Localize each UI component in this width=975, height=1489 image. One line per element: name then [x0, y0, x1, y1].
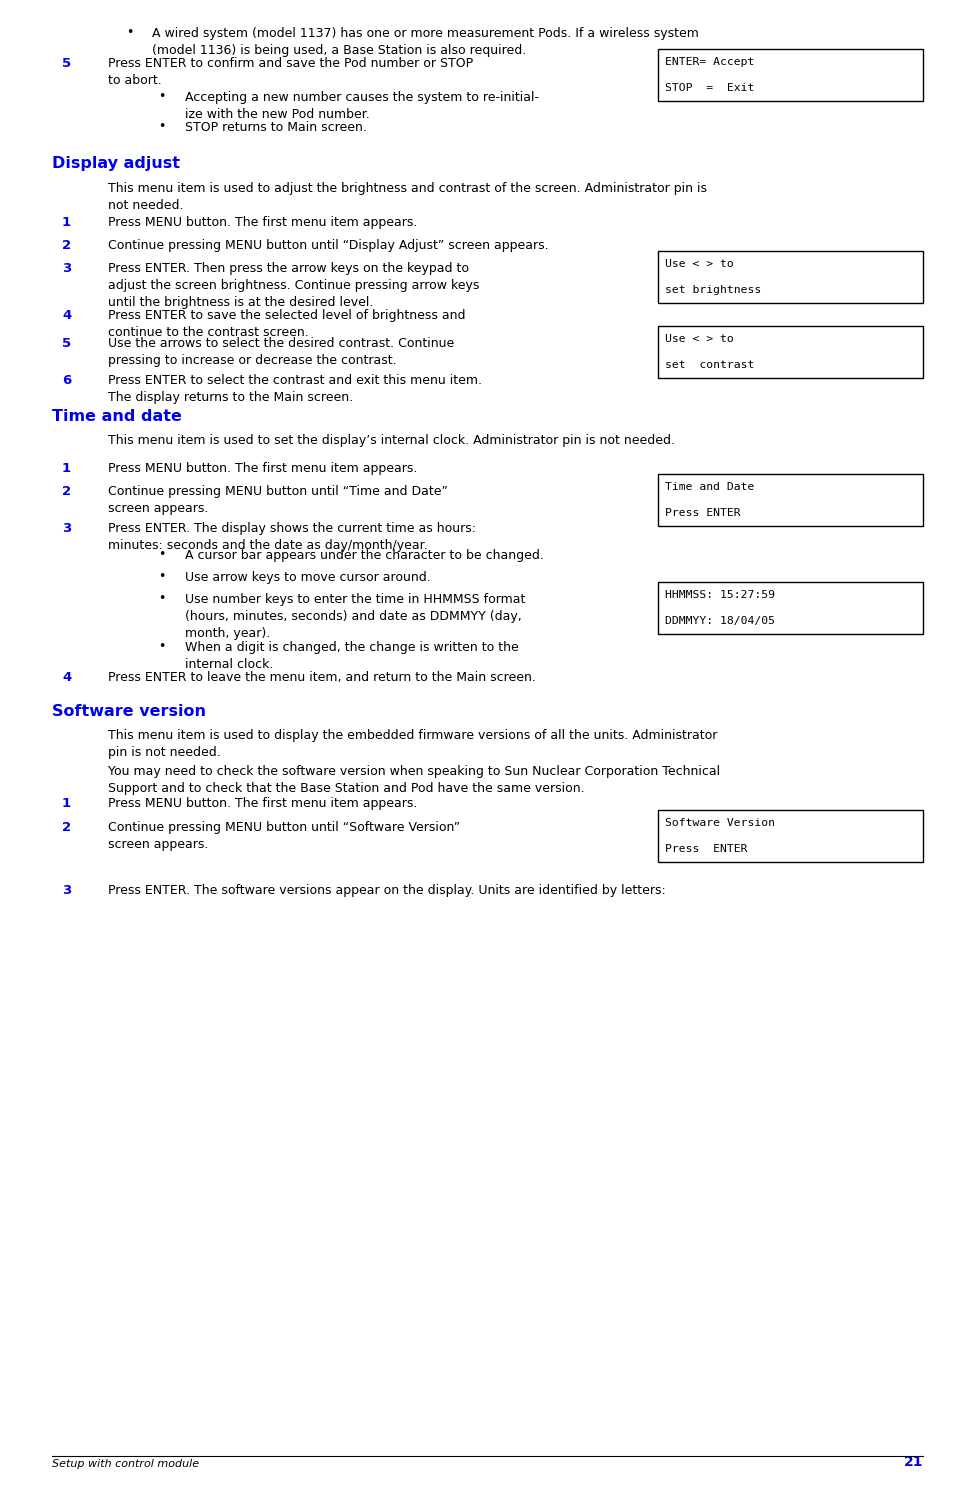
Text: Accepting a new number causes the system to re-initial-
ize with the new Pod num: Accepting a new number causes the system… — [185, 91, 539, 121]
Text: Use number keys to enter the time in HHMMSS format
(hours, minutes, seconds) and: Use number keys to enter the time in HHM… — [185, 593, 526, 640]
Text: Press ENTER. The display shows the current time as hours:
minutes: seconds and t: Press ENTER. The display shows the curre… — [108, 523, 476, 552]
Text: Press ENTER to save the selected level of brightness and
continue to the contras: Press ENTER to save the selected level o… — [108, 310, 465, 339]
Text: 5: 5 — [62, 57, 71, 70]
FancyBboxPatch shape — [658, 49, 923, 101]
Text: 5: 5 — [62, 337, 71, 350]
Text: Use < > to: Use < > to — [665, 334, 734, 344]
Text: Press MENU button. The first menu item appears.: Press MENU button. The first menu item a… — [108, 216, 417, 229]
Text: This menu item is used to set the display’s internal clock. Administrator pin is: This menu item is used to set the displa… — [108, 433, 675, 447]
Text: A wired system (model 1137) has one or more measurement Pods. If a wireless syst: A wired system (model 1137) has one or m… — [152, 27, 699, 57]
Text: Press MENU button. The first menu item appears.: Press MENU button. The first menu item a… — [108, 797, 417, 810]
Text: Time and date: Time and date — [52, 409, 182, 424]
Text: Display adjust: Display adjust — [52, 156, 180, 171]
Text: Press  ENTER: Press ENTER — [665, 844, 748, 855]
Text: 1: 1 — [62, 216, 71, 229]
Text: DDMMYY: 18/04/05: DDMMYY: 18/04/05 — [665, 616, 775, 625]
Text: 3: 3 — [62, 884, 71, 896]
Text: This menu item is used to display the embedded firmware versions of all the unit: This menu item is used to display the em… — [108, 730, 718, 759]
Text: •: • — [158, 121, 166, 133]
Text: Use < > to: Use < > to — [665, 259, 734, 270]
Text: •: • — [158, 89, 166, 103]
Text: •: • — [158, 640, 166, 654]
Text: You may need to check the software version when speaking to Sun Nuclear Corporat: You may need to check the software versi… — [108, 765, 721, 795]
Text: Continue pressing MENU button until “Software Version”
screen appears.: Continue pressing MENU button until “Sof… — [108, 820, 460, 852]
Text: 3: 3 — [62, 262, 71, 275]
Text: Press ENTER: Press ENTER — [665, 508, 741, 518]
FancyBboxPatch shape — [658, 474, 923, 526]
Text: Use arrow keys to move cursor around.: Use arrow keys to move cursor around. — [185, 570, 431, 584]
Text: Press ENTER. The software versions appear on the display. Units are identified b: Press ENTER. The software versions appea… — [108, 884, 666, 896]
Text: Press ENTER. Then press the arrow keys on the keypad to
adjust the screen bright: Press ENTER. Then press the arrow keys o… — [108, 262, 480, 310]
FancyBboxPatch shape — [658, 810, 923, 862]
Text: Time and Date: Time and Date — [665, 482, 755, 491]
Text: 6: 6 — [62, 374, 71, 387]
Text: Press MENU button. The first menu item appears.: Press MENU button. The first menu item a… — [108, 462, 417, 475]
Text: Press ENTER to confirm and save the Pod number or STOP
to abort.: Press ENTER to confirm and save the Pod … — [108, 57, 473, 86]
Text: Continue pressing MENU button until “Time and Date”
screen appears.: Continue pressing MENU button until “Tim… — [108, 485, 448, 515]
Text: HHMMSS: 15:27:59: HHMMSS: 15:27:59 — [665, 590, 775, 600]
FancyBboxPatch shape — [658, 252, 923, 302]
Text: 4: 4 — [62, 672, 71, 683]
Text: •: • — [127, 25, 134, 39]
Text: 2: 2 — [62, 820, 71, 834]
Text: Press ENTER to leave the menu item, and return to the Main screen.: Press ENTER to leave the menu item, and … — [108, 672, 536, 683]
FancyBboxPatch shape — [658, 326, 923, 378]
Text: Press ENTER to select the contrast and exit this menu item.
The display returns : Press ENTER to select the contrast and e… — [108, 374, 482, 404]
FancyBboxPatch shape — [658, 582, 923, 634]
Text: 2: 2 — [62, 485, 71, 497]
Text: ENTER= Accept: ENTER= Accept — [665, 57, 755, 67]
Text: •: • — [158, 548, 166, 561]
Text: Continue pressing MENU button until “Display Adjust” screen appears.: Continue pressing MENU button until “Dis… — [108, 240, 549, 252]
Text: A cursor bar appears under the character to be changed.: A cursor bar appears under the character… — [185, 549, 544, 561]
Text: When a digit is changed, the change is written to the
internal clock.: When a digit is changed, the change is w… — [185, 640, 519, 672]
Text: 1: 1 — [62, 797, 71, 810]
Text: 21: 21 — [904, 1455, 923, 1470]
Text: 3: 3 — [62, 523, 71, 535]
Text: STOP  =  Exit: STOP = Exit — [665, 83, 755, 92]
Text: STOP returns to Main screen.: STOP returns to Main screen. — [185, 121, 367, 134]
Text: 4: 4 — [62, 310, 71, 322]
Text: Setup with control module: Setup with control module — [52, 1459, 199, 1470]
Text: 1: 1 — [62, 462, 71, 475]
Text: •: • — [158, 570, 166, 584]
Text: Use the arrows to select the desired contrast. Continue
pressing to increase or : Use the arrows to select the desired con… — [108, 337, 454, 366]
Text: set  contrast: set contrast — [665, 360, 755, 369]
Text: set brightness: set brightness — [665, 284, 761, 295]
Text: Software version: Software version — [52, 704, 206, 719]
Text: •: • — [158, 593, 166, 605]
Text: 2: 2 — [62, 240, 71, 252]
Text: This menu item is used to adjust the brightness and contrast of the screen. Admi: This menu item is used to adjust the bri… — [108, 182, 707, 211]
Text: Software Version: Software Version — [665, 817, 775, 828]
